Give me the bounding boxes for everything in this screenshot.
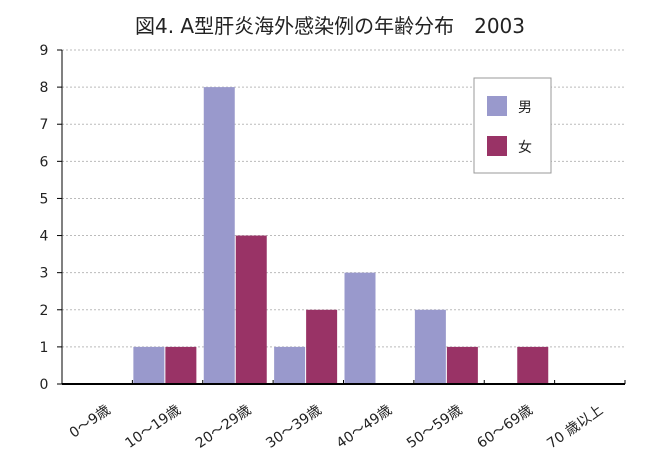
legend-label: 女	[518, 139, 532, 156]
y-tick-label: 7	[40, 117, 49, 133]
x-tick-label: 10～19歳	[123, 402, 184, 452]
x-tick-label: 50～59歳	[404, 402, 465, 452]
bar-male	[344, 272, 376, 384]
legend-label: 男	[518, 100, 532, 116]
y-tick-label: 4	[40, 229, 49, 245]
y-tick-label: 9	[40, 43, 49, 59]
bar-male	[274, 346, 306, 384]
x-tick-label: 40～49歳	[334, 402, 395, 452]
y-tick-label: 3	[40, 266, 49, 282]
y-tick-label: 5	[40, 191, 49, 207]
x-tick-label: 70 歳以上	[544, 402, 606, 452]
y-tick-label: 0	[40, 377, 49, 393]
y-tick-label: 1	[40, 340, 49, 356]
bar-female	[517, 346, 549, 384]
y-tick-label: 2	[40, 303, 49, 319]
bar-female	[235, 235, 267, 384]
bar-female	[306, 309, 338, 384]
x-tick-label: 20～29歳	[193, 402, 254, 452]
bar-male	[414, 309, 446, 384]
y-tick-label: 8	[40, 80, 49, 96]
x-tick-label: 60～69歳	[474, 402, 535, 452]
legend-swatch-male	[487, 96, 507, 116]
x-tick-label: 30～39歳	[263, 402, 324, 452]
chart-title: 図4. A型肝炎海外感染例の年齢分布 2003	[134, 14, 526, 38]
bar-female	[165, 346, 197, 384]
bar-male	[203, 87, 235, 384]
legend	[473, 77, 552, 174]
y-tick-label: 6	[40, 154, 49, 170]
x-tick-label: 0～9歳	[67, 402, 114, 441]
legend-swatch-female	[487, 136, 507, 156]
bar-female	[446, 346, 478, 384]
bar-male	[133, 346, 165, 384]
